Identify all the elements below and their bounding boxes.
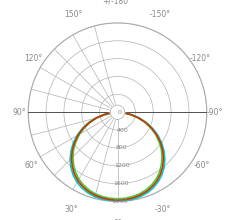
Text: 2000: 2000 xyxy=(113,199,129,204)
Text: 1200: 1200 xyxy=(115,163,130,168)
Text: 1600: 1600 xyxy=(114,181,129,186)
Text: 150°: 150° xyxy=(64,10,82,19)
Text: 90°: 90° xyxy=(12,108,26,117)
Text: -30°: -30° xyxy=(155,205,171,214)
Text: -60°: -60° xyxy=(194,161,210,170)
Text: 0: 0 xyxy=(118,110,121,115)
Text: -120°: -120° xyxy=(189,54,210,63)
Text: 400: 400 xyxy=(117,128,128,132)
Text: 60°: 60° xyxy=(25,161,38,170)
Text: 0°: 0° xyxy=(113,219,122,220)
Text: -90°: -90° xyxy=(206,108,223,117)
Text: 30°: 30° xyxy=(64,205,78,214)
Text: +/-180°: +/-180° xyxy=(102,0,133,5)
Text: -150°: -150° xyxy=(150,10,171,19)
Text: 120°: 120° xyxy=(25,54,43,63)
Text: 800: 800 xyxy=(116,145,127,150)
Polygon shape xyxy=(110,105,125,119)
